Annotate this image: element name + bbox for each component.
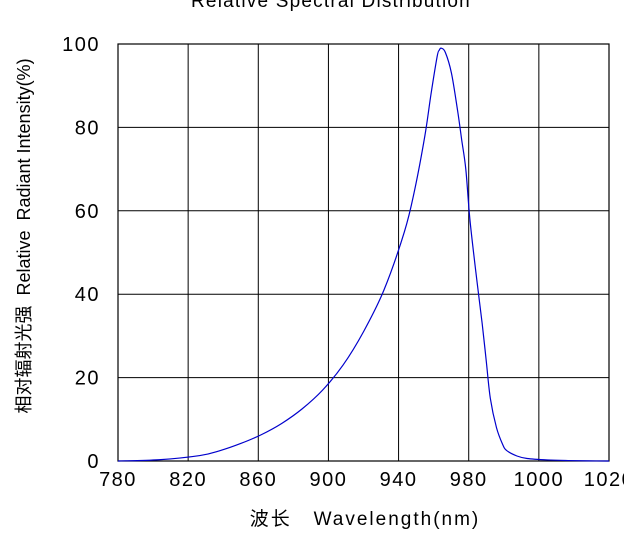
y-tick-label: 100 — [62, 34, 100, 56]
y-tick-label: 60 — [75, 201, 100, 223]
chart-title: Relative Spectral Distribution — [191, 0, 471, 12]
y-axis: 0 20 40 60 80 100 — [62, 34, 100, 473]
grid — [118, 44, 609, 461]
y-tick-label: 40 — [75, 284, 100, 306]
x-tick-label: 1000 — [514, 469, 565, 491]
x-tick-label: 980 — [450, 469, 488, 491]
plot-frame — [117, 43, 610, 462]
x-tick-label: 860 — [239, 469, 277, 491]
y-axis-label: 相对辐射光强 Relative Radiant Intensity(%) — [14, 58, 34, 413]
x-tick-label: 900 — [309, 469, 347, 491]
x-tick-label: 940 — [380, 469, 418, 491]
series-line — [117, 47, 610, 462]
y-tick-label: 20 — [75, 368, 100, 390]
x-tick-label: 820 — [169, 469, 207, 491]
y-tick-label: 80 — [75, 117, 100, 139]
x-axis-label: 波长 Wavelength(nm) — [250, 508, 481, 530]
y-tick-label: 0 — [87, 451, 100, 473]
x-tick-label: 780 — [99, 469, 137, 491]
